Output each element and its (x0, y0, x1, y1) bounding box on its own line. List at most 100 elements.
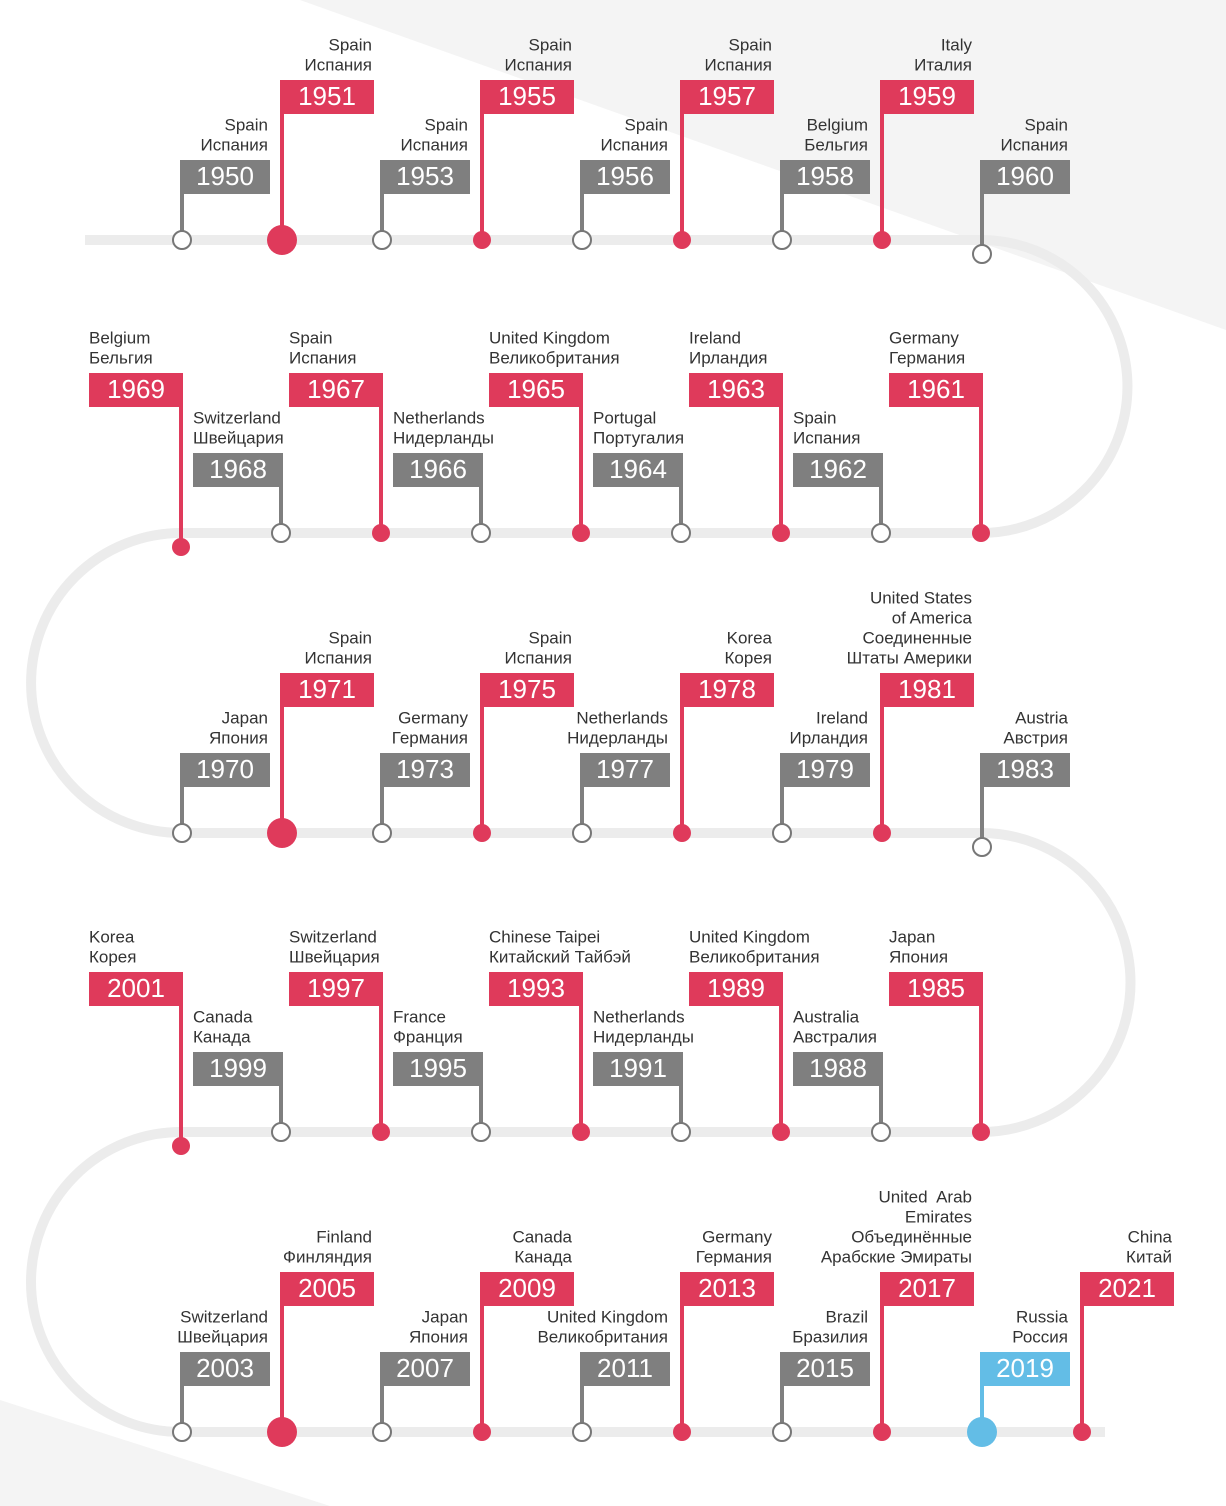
country-label: Нидерланды (393, 428, 494, 447)
timeline-node (372, 230, 392, 250)
flag-box (380, 1352, 470, 1386)
country-label: Испания (401, 135, 468, 154)
year: 2005 (298, 1273, 356, 1303)
country-label: Spain (425, 115, 468, 134)
year: 2007 (396, 1353, 454, 1383)
country-label: Switzerland (193, 408, 281, 427)
country-label: Germany (702, 1227, 772, 1246)
timeline-node (671, 1122, 691, 1142)
timeline-node (772, 524, 790, 542)
country-label: Великобритания (537, 1327, 668, 1346)
year: 2003 (196, 1353, 254, 1383)
timeline-node (267, 818, 297, 848)
country-label: Объединённые (851, 1227, 972, 1246)
flag-box (580, 753, 670, 787)
flag-box (889, 373, 983, 407)
flag-box (793, 453, 883, 487)
timeline-node (471, 523, 491, 543)
timeline-node (572, 823, 592, 843)
year: 1975 (498, 674, 556, 704)
country-label: Бельгия (89, 348, 153, 367)
timeline-node (172, 230, 192, 250)
timeline-node (871, 523, 891, 543)
year: 1967 (307, 374, 365, 404)
timeline-node (572, 524, 590, 542)
timeline-node (267, 1417, 297, 1447)
timeline-node (772, 823, 792, 843)
country-label: United Kingdom (547, 1307, 668, 1326)
country-label: Испания (505, 648, 572, 667)
flag-box (780, 753, 870, 787)
year: 1959 (898, 81, 956, 111)
country-label: Japan (222, 708, 268, 727)
timeline-node (473, 824, 491, 842)
flag-box (393, 1052, 483, 1086)
timeline-node (673, 824, 691, 842)
country-label: Австрия (1003, 728, 1068, 747)
timeline-node (372, 524, 390, 542)
country-label: United States (870, 588, 972, 607)
country-label: Spain (225, 115, 268, 134)
country-label: Великобритания (489, 348, 620, 367)
year: 1953 (396, 161, 454, 191)
timeline-node (873, 1423, 891, 1441)
country-label: Россия (1012, 1327, 1068, 1346)
flag-box (180, 160, 270, 194)
timeline-node (972, 837, 992, 857)
flag-box (1080, 1272, 1174, 1306)
year: 1985 (907, 973, 965, 1003)
country-label: Belgium (807, 115, 868, 134)
country-label: Spain (729, 35, 772, 54)
year: 1960 (996, 161, 1054, 191)
year: 1956 (596, 161, 654, 191)
timeline-node (271, 1122, 291, 1142)
country-label: Япония (409, 1327, 468, 1346)
year: 1966 (409, 454, 467, 484)
timeline-node (972, 244, 992, 264)
country-label: Germany (889, 328, 959, 347)
year: 1981 (898, 674, 956, 704)
flag-box (680, 80, 774, 114)
timeline-node (572, 230, 592, 250)
country-label: Китай (1126, 1247, 1172, 1266)
country-label: Italy (941, 35, 973, 54)
year: 2009 (498, 1273, 556, 1303)
flag-box (780, 160, 870, 194)
country-label: Ireland (689, 328, 741, 347)
flag-box (193, 1052, 283, 1086)
year: 1970 (196, 754, 254, 784)
timeline-node (473, 231, 491, 249)
flag-box (489, 972, 583, 1006)
flag-box (380, 753, 470, 787)
flag-box (689, 373, 783, 407)
flag-box (580, 160, 670, 194)
country-label: Chinese Taipei (489, 927, 600, 946)
country-label: Испания (305, 648, 372, 667)
flag-box (89, 972, 183, 1006)
country-label: Brazil (825, 1307, 868, 1326)
country-label: Netherlands (593, 1007, 685, 1026)
timeline-node (572, 1422, 592, 1442)
country-label: Великобритания (689, 947, 820, 966)
country-label: United Kingdom (689, 927, 810, 946)
timeline-node (172, 538, 190, 556)
year: 2001 (107, 973, 165, 1003)
timeline-node (772, 230, 792, 250)
timeline-node (673, 1423, 691, 1441)
flag-box (393, 453, 483, 487)
flag-box (980, 160, 1070, 194)
country-label: Spain (329, 628, 372, 647)
country-label: Испания (289, 348, 356, 367)
country-label: Австралия (793, 1027, 877, 1046)
country-label: Испания (601, 135, 668, 154)
country-label: Netherlands (393, 408, 485, 427)
timeline-node (372, 1422, 392, 1442)
country-label: Германия (889, 348, 965, 367)
timeline-node (671, 523, 691, 543)
country-label: Japan (422, 1307, 468, 1326)
country-label: Korea (727, 628, 773, 647)
country-label: Netherlands (576, 708, 668, 727)
flag-box (489, 373, 583, 407)
flag-box (289, 972, 383, 1006)
timeline-node (473, 1423, 491, 1441)
